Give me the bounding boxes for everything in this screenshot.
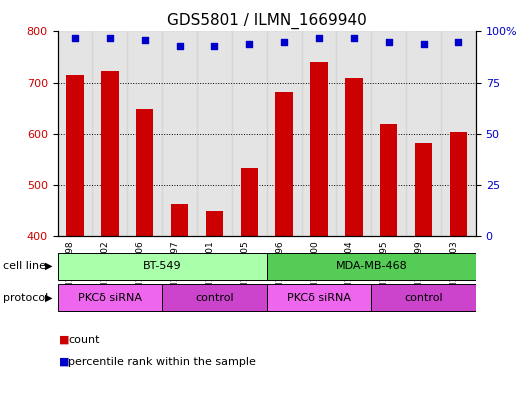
Bar: [171, 204, 188, 236]
Text: protocol: protocol: [3, 292, 48, 303]
Text: percentile rank within the sample: percentile rank within the sample: [68, 356, 256, 367]
Text: GSM1338306: GSM1338306: [135, 240, 145, 301]
Point: [350, 35, 358, 41]
Bar: [58, 285, 162, 311]
Text: GSM1338303: GSM1338303: [449, 240, 459, 301]
Text: PKCδ siRNA: PKCδ siRNA: [287, 293, 351, 303]
Point: [454, 39, 463, 45]
Text: ■: ■: [59, 335, 69, 345]
Bar: [371, 285, 476, 311]
Bar: [276, 92, 293, 236]
Point: [315, 35, 323, 41]
Text: control: control: [195, 293, 234, 303]
Bar: [267, 253, 476, 279]
Bar: [406, 31, 441, 236]
Point: [141, 37, 149, 43]
Text: GSM1338299: GSM1338299: [415, 240, 424, 301]
Bar: [415, 143, 433, 236]
Point: [384, 39, 393, 45]
Point: [280, 39, 288, 45]
Bar: [450, 132, 467, 236]
Bar: [136, 109, 153, 236]
Bar: [310, 62, 328, 236]
Text: GSM1338305: GSM1338305: [240, 240, 249, 301]
Bar: [101, 71, 119, 236]
Text: GSM1338298: GSM1338298: [66, 240, 75, 301]
Bar: [267, 31, 302, 236]
Text: ▶: ▶: [45, 261, 52, 271]
Text: GSM1338296: GSM1338296: [275, 240, 284, 301]
Text: cell line: cell line: [3, 261, 46, 271]
Point: [71, 35, 79, 41]
Text: GSM1338297: GSM1338297: [170, 240, 179, 301]
Bar: [302, 31, 336, 236]
Bar: [345, 78, 362, 236]
Bar: [162, 285, 267, 311]
Text: GSM1338301: GSM1338301: [206, 240, 214, 301]
Text: GSM1338300: GSM1338300: [310, 240, 319, 301]
Text: BT-549: BT-549: [143, 261, 181, 271]
Point: [106, 35, 114, 41]
Text: MDA-MB-468: MDA-MB-468: [335, 261, 407, 271]
Text: GSM1338302: GSM1338302: [101, 240, 110, 301]
Bar: [371, 31, 406, 236]
Bar: [241, 168, 258, 236]
Point: [245, 40, 254, 47]
Bar: [380, 124, 397, 236]
Bar: [197, 31, 232, 236]
Bar: [336, 31, 371, 236]
Text: PKCδ siRNA: PKCδ siRNA: [78, 293, 142, 303]
Title: GDS5801 / ILMN_1669940: GDS5801 / ILMN_1669940: [167, 13, 367, 29]
Bar: [58, 31, 93, 236]
Bar: [162, 31, 197, 236]
Point: [175, 42, 184, 49]
Point: [210, 42, 219, 49]
Bar: [232, 31, 267, 236]
Text: GSM1338295: GSM1338295: [380, 240, 389, 301]
Text: control: control: [404, 293, 443, 303]
Bar: [267, 285, 371, 311]
Bar: [206, 211, 223, 236]
Bar: [66, 75, 84, 236]
Bar: [127, 31, 162, 236]
Bar: [93, 31, 127, 236]
Text: GSM1338304: GSM1338304: [345, 240, 354, 301]
Point: [419, 40, 428, 47]
Text: count: count: [68, 335, 99, 345]
Bar: [58, 253, 267, 279]
Text: ▶: ▶: [45, 292, 52, 303]
Bar: [441, 31, 476, 236]
Text: ■: ■: [59, 356, 69, 367]
